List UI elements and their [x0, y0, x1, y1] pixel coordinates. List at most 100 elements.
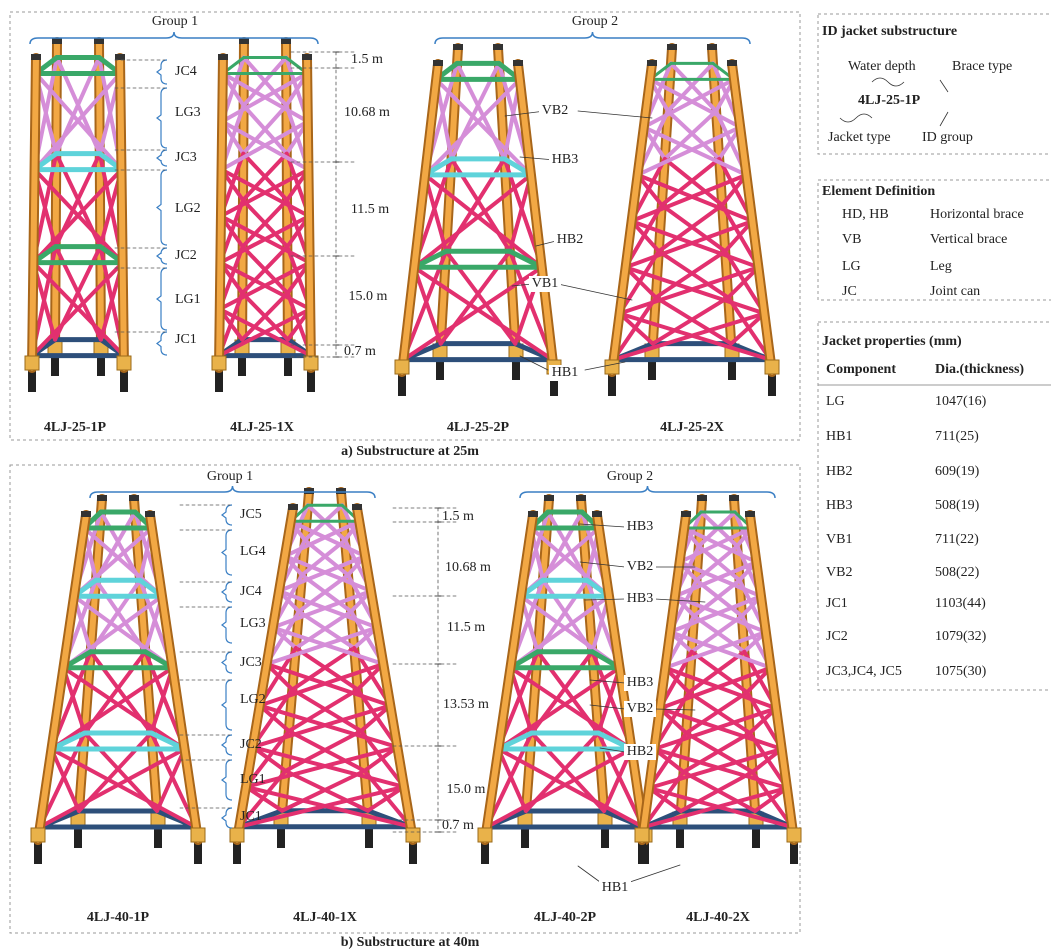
height-label: 11.5 m	[351, 202, 389, 217]
definition-code: LG	[842, 259, 861, 274]
vertical-brace	[264, 625, 380, 667]
leg-cap	[115, 54, 125, 60]
element-leader	[599, 747, 626, 753]
leg-cap	[352, 504, 362, 510]
vertical-brace	[656, 203, 725, 254]
pile	[284, 352, 292, 376]
drawing: a) Substructure at 25m 4LJ-25-1P 4LJ-25-1X…	[24, 14, 1024, 950]
vertical-brace	[288, 519, 368, 559]
vertical-brace	[496, 665, 622, 751]
leg	[75, 496, 105, 827]
vertical-brace	[155, 747, 187, 813]
segment-label: LG3	[240, 616, 266, 631]
element-leader	[629, 864, 681, 883]
id-water-depth: Water depth	[848, 59, 916, 74]
group-label: Group 2	[607, 469, 653, 484]
element-leader	[584, 598, 626, 601]
pile	[436, 356, 444, 380]
leg	[747, 512, 797, 843]
vertical-brace	[240, 244, 290, 296]
vertical-brace	[508, 665, 534, 735]
segment-label: LG2	[240, 692, 266, 707]
vertical-brace	[684, 690, 750, 735]
vertical-brace	[617, 249, 661, 316]
vertical-brace	[678, 770, 755, 813]
vertical-brace	[677, 526, 754, 565]
pile	[51, 352, 59, 376]
group-brace	[434, 31, 751, 45]
segment-brace	[156, 169, 168, 246]
vertical-brace	[296, 573, 350, 614]
height-label: 10.68 m	[445, 560, 491, 575]
element-label: VB2	[627, 559, 653, 574]
group-label: Group 1	[207, 469, 253, 484]
segment-brace	[221, 807, 233, 829]
leg	[482, 512, 536, 843]
segment-brace	[156, 267, 168, 331]
height-label: 15.0 m	[349, 289, 388, 304]
vertical-brace	[149, 665, 175, 735]
vertical-brace	[218, 214, 312, 265]
vertical-brace	[290, 646, 357, 692]
element-label: HB1	[602, 880, 628, 895]
definition-text: Vertical brace	[930, 232, 1007, 247]
leg-cap	[288, 504, 298, 510]
panel-caption: a) Substructure at 25m	[341, 444, 479, 459]
leg-cap	[745, 511, 755, 517]
pile	[608, 372, 616, 396]
leg-cap	[336, 488, 346, 494]
element-leader	[584, 361, 626, 371]
leg-cap	[145, 511, 155, 517]
label-bg	[539, 103, 571, 119]
pile	[154, 824, 162, 848]
segment-brace	[221, 734, 233, 756]
segment-label: JC4	[240, 584, 262, 599]
definition-frame	[817, 179, 1051, 301]
leg	[578, 496, 608, 827]
property-value: 508(22)	[935, 565, 980, 580]
vertical-brace	[611, 311, 767, 362]
vertical-brace	[412, 172, 533, 270]
leg-cap	[52, 38, 62, 44]
segment-label: LG4	[240, 544, 266, 559]
leg	[609, 61, 655, 375]
jacket-label: 4LJ-25-1P	[44, 420, 107, 435]
pile	[238, 352, 246, 376]
pile	[790, 840, 798, 864]
element-leader	[519, 355, 549, 371]
vertical-brace	[611, 295, 658, 362]
leg-cap	[681, 511, 691, 517]
label-bg	[624, 519, 656, 535]
jacket-label: 4LJ-40-2P	[534, 910, 597, 925]
property-component: LG	[826, 394, 845, 409]
height-label: 0.7 m	[442, 818, 474, 833]
label-bg	[549, 152, 581, 168]
vertical-brace	[629, 219, 761, 270]
vertical-brace	[241, 55, 289, 108]
leg	[147, 512, 201, 843]
pile	[34, 840, 42, 864]
label-bg	[554, 232, 586, 248]
vertical-brace	[217, 307, 313, 358]
properties-header: Dia.(thickness)	[935, 362, 1024, 377]
pile	[120, 368, 128, 392]
leg-cap	[592, 511, 602, 517]
vertical-brace	[653, 249, 728, 300]
vertical-brace	[220, 71, 310, 124]
definition-text: Horizontal brace	[930, 207, 1024, 222]
leg-cap	[528, 511, 538, 517]
property-component: JC3,JC4, JC5	[826, 664, 902, 679]
properties-frame	[817, 321, 1051, 691]
property-value: 1047(16)	[935, 394, 987, 409]
definition-title: Element Definition	[822, 184, 935, 199]
leg	[399, 61, 441, 375]
vertical-brace	[623, 219, 755, 270]
leg-cap	[667, 44, 677, 50]
vertical-brace	[37, 747, 187, 829]
segment-label: LG1	[240, 772, 266, 787]
horizontal-brace	[148, 730, 188, 752]
element-leader	[504, 110, 546, 117]
leg-cap	[729, 495, 739, 501]
height-label: 11.5 m	[447, 620, 485, 635]
